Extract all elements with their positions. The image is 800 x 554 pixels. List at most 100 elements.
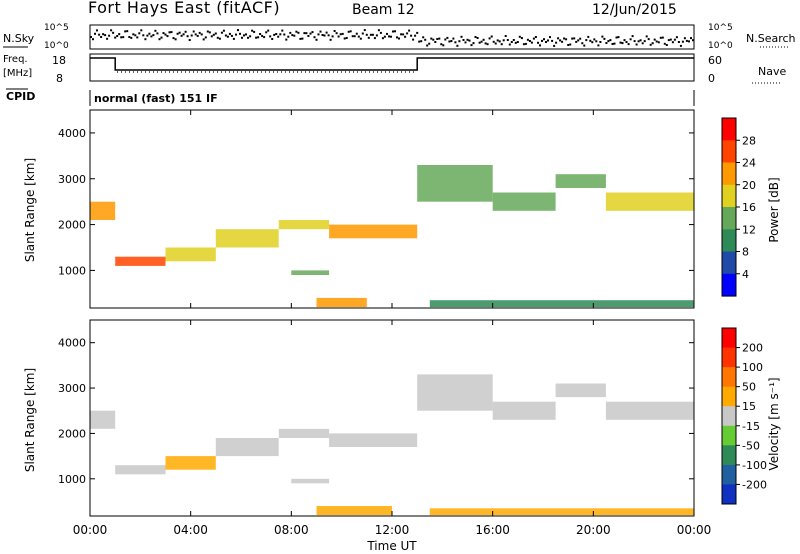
noise-point — [188, 39, 191, 41]
noise-right-tick-low: 10^0 — [708, 41, 733, 51]
power-data — [90, 165, 695, 308]
colorbar-swatch — [722, 386, 736, 407]
power-panel: 1000 2000 3000 4000 Slant Range [km] 4 8 12 16… — [23, 109, 781, 309]
noise-point — [170, 31, 173, 34]
noise-point — [136, 36, 139, 39]
noise-point — [247, 36, 249, 39]
velocity-colorbar: 200 100 50 15 -15 -50 -100 -200 — [721, 327, 767, 505]
noise-point — [102, 33, 105, 36]
power-colorbar-label: Power [dB] — [767, 177, 781, 242]
noise-point — [196, 34, 199, 37]
noise-point — [398, 37, 400, 40]
station-title: Fort Hays East (fitACF) — [88, 0, 281, 17]
noise-point — [516, 41, 519, 43]
y-tick-label: 2000 — [58, 219, 86, 232]
nave-label: Nave — [758, 65, 786, 78]
noise-point — [206, 30, 209, 33]
noise-point — [237, 29, 239, 32]
noise-point — [208, 31, 211, 34]
noise-point — [351, 35, 354, 38]
noise-point — [460, 35, 463, 38]
noise-point — [293, 34, 296, 37]
scatter-band — [555, 383, 606, 398]
noise-point — [172, 37, 175, 40]
scatter-band — [329, 224, 418, 239]
noise-point — [152, 34, 155, 37]
noise-point — [112, 31, 115, 34]
noise-point — [446, 36, 449, 39]
noise-point — [337, 35, 340, 38]
noise-point — [418, 40, 421, 43]
cpid-strip: CPID normal (fast) 151 IF — [6, 88, 695, 106]
x-tick-label: 08:00 — [274, 523, 309, 537]
scatter-band — [215, 229, 279, 248]
noise-point — [162, 32, 165, 35]
noise-point — [371, 33, 374, 36]
noise-point — [210, 35, 213, 38]
noise-point — [377, 29, 380, 32]
colorbar-tick-label: 200 — [742, 342, 763, 355]
scatter-band — [215, 438, 279, 457]
noise-point — [579, 37, 582, 40]
noise-point — [96, 29, 98, 32]
noise-point — [345, 37, 348, 39]
noise-point — [90, 36, 92, 38]
noise-point — [375, 34, 378, 37]
noise-point — [383, 35, 386, 38]
noise-point — [184, 30, 187, 33]
noise-point — [575, 40, 578, 43]
noise-point — [619, 41, 622, 44]
noise-point — [116, 35, 119, 37]
noise-point — [333, 30, 336, 32]
noise-point — [357, 35, 360, 38]
noise-point — [605, 42, 608, 44]
noise-point — [565, 38, 568, 41]
noise-point — [673, 38, 676, 41]
x-axis-label: Time UT — [366, 539, 417, 553]
noise-point — [524, 42, 527, 45]
noise-point — [349, 30, 352, 33]
noise-point — [625, 41, 628, 43]
noise-point — [275, 33, 278, 35]
noise-point — [381, 37, 384, 40]
noise-point — [190, 34, 193, 37]
noise-point — [156, 32, 159, 35]
scatter-band — [555, 174, 606, 188]
colorbar-swatch — [722, 251, 736, 275]
noise-point — [92, 38, 94, 41]
noise-point — [617, 36, 620, 39]
noise-point — [104, 34, 107, 37]
noise-point — [241, 36, 243, 39]
noise-point — [512, 39, 515, 41]
noise-point — [277, 35, 280, 38]
noise-point — [108, 34, 111, 37]
noise-point — [263, 36, 266, 39]
colorbar-tick-label: 15 — [742, 400, 756, 413]
noise-point — [341, 32, 344, 35]
noise-point — [402, 33, 405, 36]
noise-point — [476, 37, 479, 39]
scatter-band — [417, 374, 493, 411]
noise-point — [194, 33, 197, 36]
noise-point — [100, 36, 103, 38]
noise-point — [520, 37, 523, 40]
colorbar-swatch — [722, 273, 736, 297]
noise-point — [665, 44, 668, 46]
noise-point — [148, 32, 151, 35]
noise-point — [315, 38, 318, 41]
noise-point — [484, 42, 487, 45]
noise-point — [661, 36, 664, 39]
noise-point — [355, 32, 358, 35]
scatter-band — [316, 506, 392, 516]
noise-point — [502, 39, 505, 42]
noise-point — [414, 34, 417, 37]
noise-point — [490, 35, 493, 38]
freq-tick-8: 8 — [56, 72, 63, 85]
noise-point — [420, 40, 423, 43]
noise-trace — [90, 29, 694, 47]
noise-point — [599, 41, 602, 43]
scatter-band — [278, 428, 330, 438]
noise-point — [583, 44, 586, 47]
noise-point — [500, 43, 503, 46]
